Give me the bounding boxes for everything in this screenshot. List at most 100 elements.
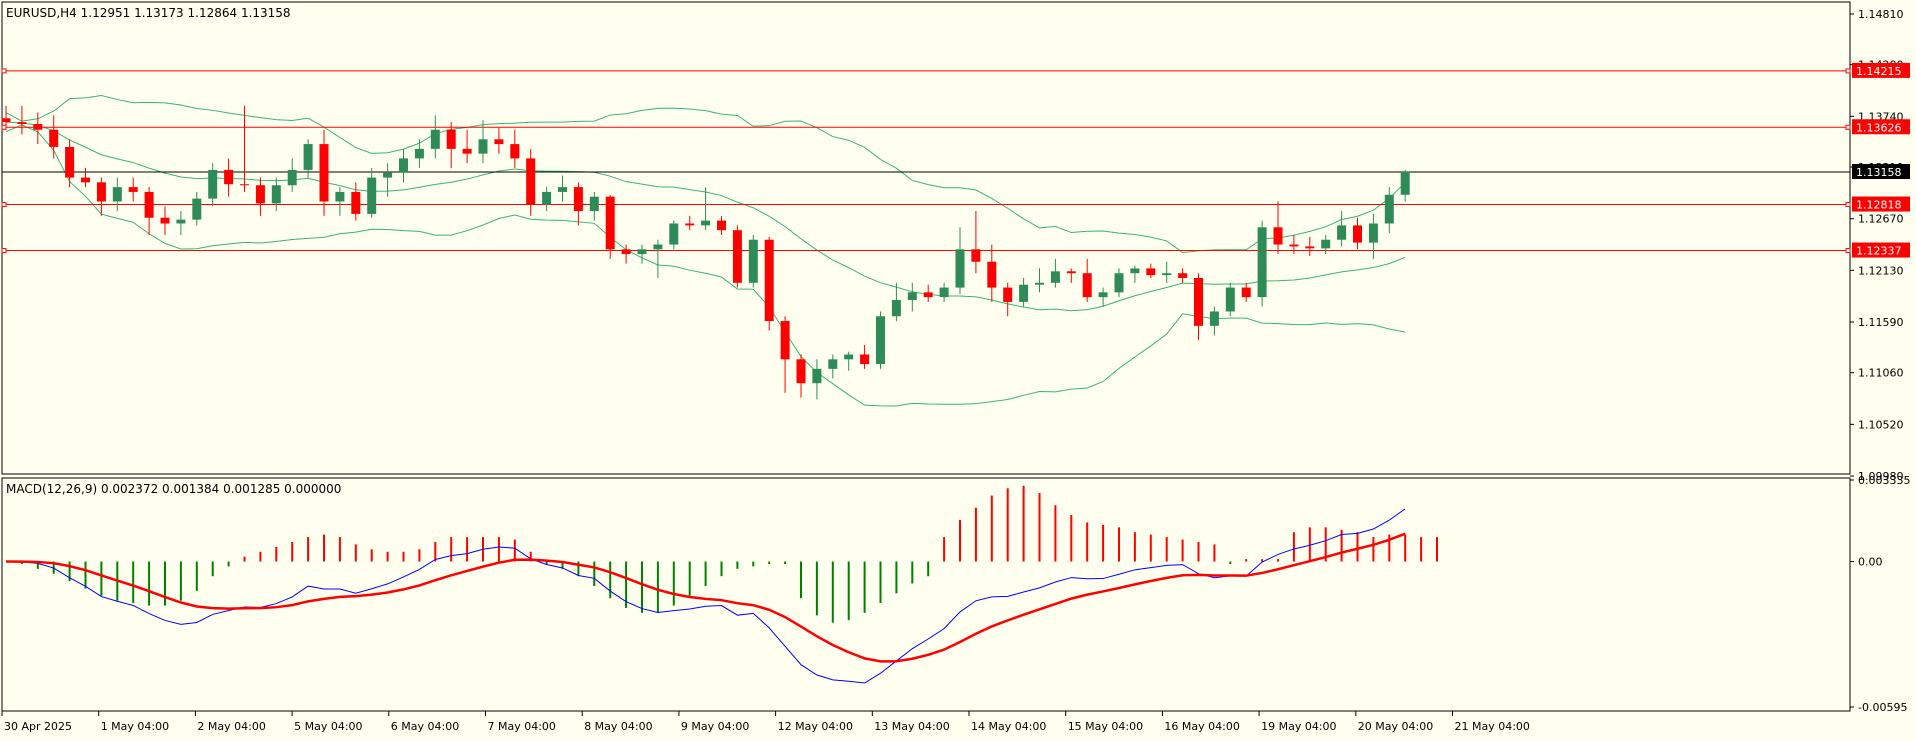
price-tick-label: 1.10520 — [1858, 418, 1904, 431]
level-anchor[interactable] — [1845, 248, 1851, 254]
band-lower — [5, 124, 1406, 407]
level-price-tag — [1852, 119, 1910, 135]
macd-tick-label: 0.00 — [1858, 556, 1883, 569]
level-anchor[interactable] — [1845, 202, 1851, 208]
candle-body — [462, 148, 472, 154]
candle — [637, 244, 647, 264]
candle-body — [1257, 227, 1267, 298]
candle — [1209, 306, 1219, 336]
time-tick-label: 21 May 04:00 — [1455, 720, 1530, 733]
time-tick-label: 14 May 04:00 — [971, 720, 1046, 733]
candle — [796, 354, 806, 398]
candle-body — [907, 292, 917, 300]
time-tick-label: 13 May 04:00 — [874, 720, 949, 733]
candle — [319, 129, 329, 216]
candle-body — [17, 122, 27, 124]
candle — [65, 139, 75, 188]
candle-body — [573, 187, 583, 212]
candlesticks — [1, 105, 1410, 400]
candle-body — [446, 129, 456, 149]
macd-info: MACD(12,26,9) 0.002372 0.001384 0.001285… — [6, 482, 341, 496]
candle — [812, 359, 822, 400]
level-price-tag — [1852, 196, 1910, 212]
candle-body — [414, 148, 424, 159]
candle-body — [335, 191, 345, 202]
candle — [907, 282, 917, 312]
candle — [1130, 265, 1140, 283]
level-price-label: 1.12818 — [1856, 199, 1902, 212]
candle-body — [399, 158, 408, 173]
candle — [860, 344, 870, 369]
price-panel[interactable] — [1, 1, 1851, 475]
candle — [1353, 217, 1362, 250]
candle — [367, 168, 377, 218]
candle-body — [1194, 278, 1203, 326]
level-price-tag — [1852, 62, 1910, 78]
candle — [955, 227, 965, 295]
price-tick-label: 1.09980 — [1858, 470, 1904, 483]
level-price-label: 1.13626 — [1856, 121, 1902, 134]
macd-panel[interactable] — [1, 477, 1851, 712]
candle-body — [1162, 273, 1172, 276]
time-tick-label: 30 Apr 2025 — [4, 720, 72, 733]
candle-body — [319, 144, 329, 202]
level-price-label: 1.12337 — [1856, 245, 1902, 258]
time-tick-label: 15 May 04:00 — [1068, 720, 1143, 733]
candle — [526, 148, 536, 216]
candle — [573, 182, 583, 226]
candle-body — [255, 185, 265, 204]
candle — [685, 215, 695, 231]
candle-body — [637, 249, 647, 255]
candle-body — [812, 368, 822, 384]
candle-body — [81, 177, 90, 183]
candle — [732, 225, 742, 288]
time-tick-label: 6 May 04:00 — [391, 720, 459, 733]
candle-body — [303, 144, 313, 170]
candle — [240, 105, 249, 192]
candle-body — [1066, 271, 1076, 274]
level-anchor[interactable] — [1, 248, 7, 254]
macd-indicator — [5, 485, 1438, 684]
symbol-info: EURUSD,H4 1.12951 1.13173 1.12864 1.1315… — [6, 6, 291, 20]
time-axis: 30 Apr 2025 1 May 04:00 2 May 04:00 5 May 0… — [1, 711, 1530, 733]
level-anchor[interactable] — [1, 202, 7, 208]
candle — [1162, 261, 1172, 283]
candle-body — [1, 118, 11, 123]
time-tick-label: 8 May 04:00 — [584, 720, 652, 733]
level-anchor[interactable] — [1845, 68, 1851, 74]
time-tick-label: 19 May 04:00 — [1261, 720, 1336, 733]
candle-body — [383, 172, 393, 178]
candle-body — [955, 249, 965, 288]
candle-body — [558, 187, 567, 192]
horizontal-levels — [1, 68, 1851, 254]
candle — [1257, 220, 1267, 307]
candle — [1066, 268, 1076, 283]
candle-body — [96, 182, 106, 202]
candle-body — [65, 146, 75, 178]
level-anchor[interactable] — [1845, 124, 1851, 130]
candle-body — [367, 177, 377, 214]
level-anchor[interactable] — [1, 68, 7, 74]
candle-body — [1337, 225, 1347, 240]
candle-body — [494, 139, 504, 145]
candle — [621, 244, 631, 264]
level-anchor[interactable] — [1, 124, 7, 130]
candle-body — [971, 249, 981, 262]
candle-body — [1241, 287, 1251, 298]
candle — [271, 177, 281, 212]
candle-body — [589, 196, 599, 212]
candle-body — [605, 196, 615, 250]
candle — [1368, 213, 1378, 259]
candle-body — [1353, 225, 1362, 243]
candle — [987, 244, 997, 302]
candle — [430, 115, 440, 159]
candle — [923, 284, 933, 302]
macd-tick-label: -0.00595 — [1858, 701, 1907, 714]
candle-body — [701, 220, 711, 226]
candle — [335, 187, 345, 216]
candle — [1019, 278, 1029, 307]
candle-body — [923, 292, 933, 298]
candle — [1146, 263, 1156, 278]
